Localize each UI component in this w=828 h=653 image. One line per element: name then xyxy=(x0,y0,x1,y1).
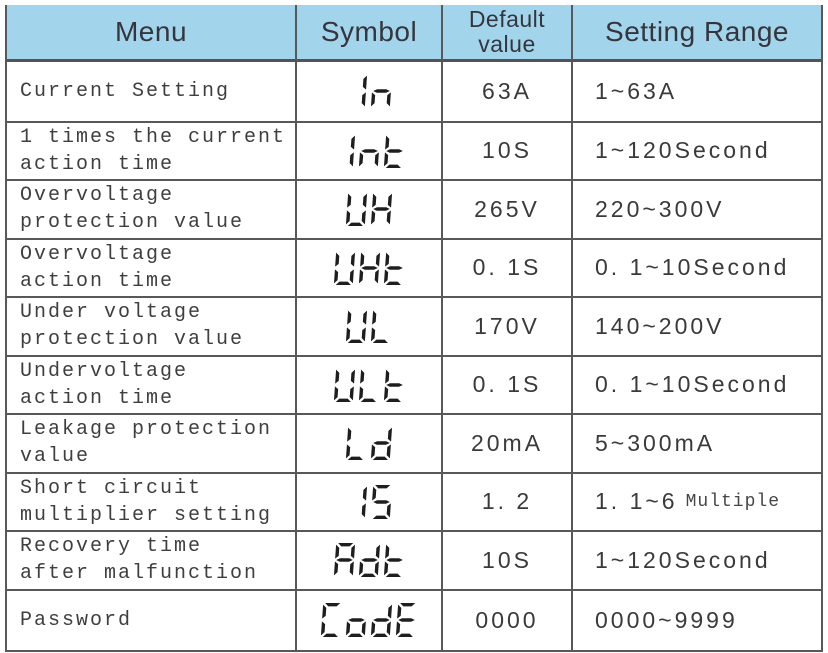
range-value: 0. 1~10Second xyxy=(595,254,790,281)
range-value: 0000~9999 xyxy=(595,606,738,633)
default-value-cell: 10S xyxy=(443,530,573,589)
setting-range-cell: 0. 1~10Second xyxy=(573,354,821,414)
setting-range-cell: 220~300V xyxy=(573,179,821,238)
default-value-cell: 170V xyxy=(443,296,573,355)
setting-range-cell: 0. 1~10Second xyxy=(573,237,821,297)
range-value: 1~120Second xyxy=(595,137,771,164)
default-value-cell: 0. 1S xyxy=(443,354,573,413)
menu-cell: Current Setting xyxy=(7,62,297,121)
default-value-cell: 1. 2 xyxy=(443,471,573,530)
setting-range-cell: 1~120Second xyxy=(573,530,821,589)
default-value-cell: 10S xyxy=(443,120,573,179)
symbol-display xyxy=(297,62,443,121)
setting-range-cell: 1~120Second xyxy=(573,120,821,180)
settings-table: Menu Symbol Default value Setting Range … xyxy=(5,5,823,652)
menu-cell: Overvoltage protection value xyxy=(7,179,297,238)
menu-cell: Undervoltage action time xyxy=(7,354,297,413)
range-value: 1~63A xyxy=(595,77,678,104)
column-header-setting-range: Setting Range xyxy=(573,5,821,62)
default-value-cell: 265V xyxy=(443,179,573,238)
setting-range-cell: 1. 1~6 Multiple xyxy=(573,471,821,531)
range-value: 5~300mA xyxy=(595,429,716,456)
range-value: 1~120Second xyxy=(595,546,771,573)
menu-cell: 1 times the current action time xyxy=(7,120,297,179)
symbol-display xyxy=(297,588,443,650)
setting-range-cell: 140~200V xyxy=(573,296,821,355)
range-value: 1. 1~6 xyxy=(595,488,678,515)
symbol-display xyxy=(297,354,443,413)
symbol-display xyxy=(297,179,443,238)
column-header-symbol: Symbol xyxy=(297,5,443,62)
menu-cell: Under voltage protection value xyxy=(7,296,297,355)
range-value: 0. 1~10Second xyxy=(595,371,790,398)
default-value-cell: 20mA xyxy=(443,413,573,472)
default-value-cell: 0. 1S xyxy=(443,237,573,296)
symbol-display xyxy=(297,296,443,355)
symbol-display xyxy=(297,530,443,589)
menu-cell: Overvoltage action time xyxy=(7,237,297,296)
symbol-display xyxy=(297,413,443,472)
setting-range-cell: 5~300mA xyxy=(573,413,821,472)
menu-cell: Short circuit multiplier setting xyxy=(7,471,297,530)
menu-cell: Password xyxy=(7,588,297,650)
default-value-cell: 63A xyxy=(443,62,573,121)
symbol-display xyxy=(297,471,443,530)
range-value: 220~300V xyxy=(595,195,725,222)
column-header-menu: Menu xyxy=(7,5,297,62)
setting-range-cell: 1~63A xyxy=(573,62,821,121)
range-value: 140~200V xyxy=(595,312,725,339)
range-unit-note: Multiple xyxy=(685,491,781,512)
symbol-display xyxy=(297,120,443,179)
default-value-cell: 0000 xyxy=(443,588,573,650)
setting-range-cell: 0000~9999 xyxy=(573,588,821,650)
symbol-display xyxy=(297,237,443,296)
column-header-default-value: Default value xyxy=(443,5,573,62)
menu-cell: Leakage protection value xyxy=(7,413,297,472)
menu-cell: Recovery time after malfunction xyxy=(7,530,297,589)
